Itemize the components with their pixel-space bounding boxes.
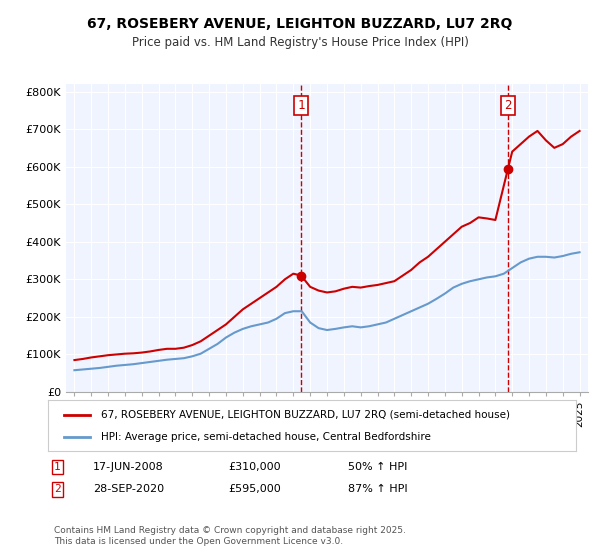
Text: 28-SEP-2020: 28-SEP-2020 <box>93 484 164 494</box>
Text: 50% ↑ HPI: 50% ↑ HPI <box>348 462 407 472</box>
Text: 17-JUN-2008: 17-JUN-2008 <box>93 462 164 472</box>
Text: £310,000: £310,000 <box>228 462 281 472</box>
Text: 67, ROSEBERY AVENUE, LEIGHTON BUZZARD, LU7 2RQ: 67, ROSEBERY AVENUE, LEIGHTON BUZZARD, L… <box>88 17 512 31</box>
Text: 1: 1 <box>298 99 305 112</box>
Text: Price paid vs. HM Land Registry's House Price Index (HPI): Price paid vs. HM Land Registry's House … <box>131 36 469 49</box>
Text: Contains HM Land Registry data © Crown copyright and database right 2025.
This d: Contains HM Land Registry data © Crown c… <box>54 526 406 546</box>
Text: 67, ROSEBERY AVENUE, LEIGHTON BUZZARD, LU7 2RQ (semi-detached house): 67, ROSEBERY AVENUE, LEIGHTON BUZZARD, L… <box>101 409 510 419</box>
Text: 87% ↑ HPI: 87% ↑ HPI <box>348 484 407 494</box>
Text: 2: 2 <box>54 484 61 494</box>
Text: HPI: Average price, semi-detached house, Central Bedfordshire: HPI: Average price, semi-detached house,… <box>101 432 431 442</box>
Text: £595,000: £595,000 <box>228 484 281 494</box>
Text: 1: 1 <box>54 462 61 472</box>
Text: 2: 2 <box>504 99 512 112</box>
